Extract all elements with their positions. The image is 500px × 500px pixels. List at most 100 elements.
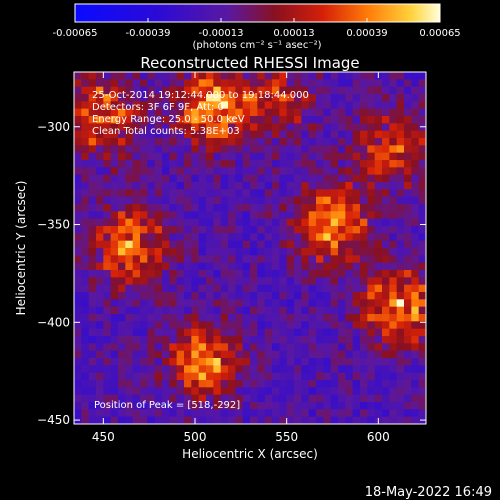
heatmap-cell — [198, 402, 207, 410]
heatmap-cell — [411, 284, 420, 293]
heatmap-cell — [162, 343, 170, 352]
heatmap-cell — [198, 321, 207, 330]
heatmap-cell — [404, 189, 412, 198]
heatmap-cell — [360, 174, 368, 183]
heatmap-cell — [88, 233, 97, 242]
heatmap-cell — [184, 336, 192, 344]
heatmap-cell — [286, 262, 295, 271]
heatmap-cell — [382, 255, 390, 264]
heatmap-cell — [301, 123, 310, 132]
heatmap-cell — [323, 365, 332, 374]
heatmap-cell — [389, 358, 398, 366]
heatmap-cell — [206, 167, 214, 176]
heatmap-cell — [213, 167, 222, 176]
plot-frame — [73, 71, 427, 425]
heatmap-cell — [257, 358, 266, 366]
heatmap-cell — [213, 145, 222, 154]
heatmap-cell — [81, 138, 90, 146]
heatmap-cell — [74, 72, 82, 80]
heatmap-cell — [154, 72, 163, 80]
heatmap-cell — [125, 218, 134, 227]
heatmap-cell — [132, 394, 141, 403]
heatmap-cell — [74, 387, 82, 396]
heatmap-cell — [213, 270, 222, 278]
heatmap-cell — [338, 226, 346, 234]
heatmap-cell — [389, 248, 398, 256]
heatmap-cell — [308, 72, 317, 80]
heatmap-cell — [294, 108, 302, 117]
heatmap-cell — [257, 321, 266, 330]
heatmap-cell — [418, 86, 426, 95]
heatmap-cell — [242, 240, 251, 249]
heatmap-cell — [103, 262, 112, 271]
heatmap-cell — [286, 79, 295, 88]
heatmap-cell — [389, 138, 398, 146]
heatmap-cell — [308, 189, 317, 198]
heatmap-cell — [396, 233, 405, 242]
heatmap-cell — [294, 299, 302, 308]
heatmap-cell — [184, 218, 192, 227]
heatmap-cell — [360, 101, 368, 110]
heatmap-cell — [184, 402, 192, 410]
heatmap-cell — [162, 101, 170, 110]
heatmap-cell — [110, 255, 119, 264]
heatmap-cell — [154, 86, 163, 95]
heatmap-cell — [206, 116, 214, 124]
heatmap-cell — [411, 226, 420, 234]
heatmap-cell — [154, 299, 163, 308]
heatmap-cell — [81, 416, 90, 424]
heatmap-cell — [389, 299, 398, 308]
heatmap-cell — [154, 123, 163, 132]
heatmap-cell — [411, 233, 420, 242]
heatmap-cell — [125, 277, 134, 286]
heatmap-cell — [396, 182, 405, 190]
heatmap-cell — [176, 314, 185, 322]
heatmap-cell — [242, 174, 251, 183]
heatmap-cell — [74, 365, 82, 374]
heatmap-cell — [162, 167, 170, 176]
heatmap-cell — [323, 321, 332, 330]
heatmap-cell — [396, 328, 405, 337]
heatmap-cell — [132, 350, 141, 359]
heatmap-cell — [411, 402, 420, 410]
heatmap-cell — [118, 233, 126, 242]
heatmap-cell — [110, 306, 119, 315]
heatmap-cell — [264, 79, 273, 88]
heatmap-cell — [272, 299, 280, 308]
heatmap-cell — [418, 402, 426, 410]
heatmap-cell — [125, 152, 134, 161]
heatmap-cell — [154, 380, 163, 388]
heatmap-cell — [323, 328, 332, 337]
heatmap-cell — [382, 226, 390, 234]
heatmap-cell — [213, 101, 222, 110]
heatmap-cell — [360, 262, 368, 271]
heatmap-cell — [338, 255, 346, 264]
heatmap-cell — [257, 270, 266, 278]
heatmap-cell — [81, 94, 90, 102]
heatmap-cell — [257, 72, 266, 80]
heatmap-cell — [213, 116, 222, 124]
heatmap-cell — [74, 189, 82, 198]
heatmap-cell — [330, 204, 339, 212]
heatmap-cell — [140, 138, 148, 146]
heatmap-cell — [418, 299, 426, 308]
heatmap-cell — [176, 380, 185, 388]
heatmap-cell — [418, 365, 426, 374]
heatmap-cell — [198, 79, 207, 88]
heatmap-cell — [213, 233, 222, 242]
heatmap-cell — [198, 277, 207, 286]
heatmap-cell — [374, 79, 383, 88]
heatmap-cell — [220, 255, 229, 264]
heatmap-cell — [352, 167, 361, 176]
heatmap-cell — [81, 182, 90, 190]
heatmap-cell — [301, 108, 310, 117]
heatmap-cell — [286, 218, 295, 227]
heatmap-cell — [404, 387, 412, 396]
heatmap-cell — [228, 248, 236, 256]
heatmap-cell — [191, 394, 200, 403]
heatmap-cell — [191, 211, 200, 220]
heatmap-cell — [367, 189, 376, 198]
heatmap-cell — [103, 72, 112, 80]
heatmap-cell — [154, 189, 163, 198]
heatmap-cell — [418, 226, 426, 234]
